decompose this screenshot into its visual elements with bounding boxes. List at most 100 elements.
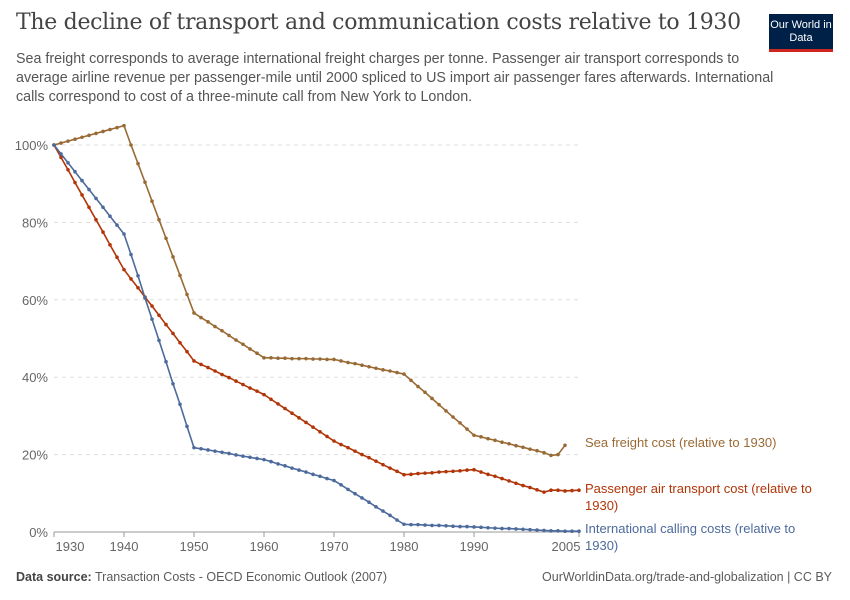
data-point: [388, 369, 392, 373]
data-point: [388, 466, 392, 470]
data-point: [52, 143, 56, 147]
data-point: [521, 527, 525, 532]
data-point: [122, 123, 126, 128]
data-point: [234, 379, 238, 383]
data-point: [479, 434, 483, 439]
data-point: [115, 125, 119, 130]
data-point: [129, 143, 133, 147]
data-point: [115, 223, 119, 227]
data-point: [304, 420, 308, 425]
chart-subtitle: Sea freight corresponds to average inter…: [16, 51, 774, 105]
data-point: [143, 296, 147, 300]
data-point: [437, 470, 441, 474]
data-point: [171, 331, 175, 336]
x-tick-label: 1960: [250, 539, 279, 554]
data-point: [325, 476, 329, 481]
data-point: [87, 133, 91, 138]
data-point: [507, 526, 511, 531]
data-point: [374, 459, 378, 463]
data-point: [367, 364, 371, 369]
source-url[interactable]: OurWorldinData.org/trade-and-globalizati…: [542, 570, 832, 584]
y-tick-label: 60%: [22, 293, 48, 308]
data-point: [227, 451, 231, 456]
data-point: [304, 356, 308, 361]
data-point: [416, 384, 420, 389]
data-point: [276, 402, 280, 406]
data-point: [514, 527, 518, 531]
data-point: [262, 457, 266, 462]
data-point: [185, 424, 189, 429]
data-point: [549, 453, 553, 458]
data-point: [458, 421, 462, 425]
x-tick-label: 1990: [460, 539, 489, 554]
data-point: [458, 524, 462, 529]
data-point: [332, 357, 336, 362]
data-point: [255, 389, 259, 393]
owid-logo[interactable]: Our World in Data: [769, 14, 833, 52]
data-point: [199, 446, 203, 451]
data-point: [178, 402, 182, 407]
data-point: [220, 372, 224, 377]
data-point: [325, 357, 329, 362]
data-point: [409, 522, 413, 527]
data-point: [402, 472, 406, 477]
data-point: [66, 139, 70, 143]
data-point: [157, 217, 161, 222]
data-point: [206, 448, 210, 452]
data-point: [535, 528, 539, 532]
data-point: [465, 524, 469, 529]
y-tick-label: 20%: [22, 448, 48, 463]
data-point: [199, 362, 203, 367]
y-tick-label: 100%: [15, 138, 49, 153]
data-point: [486, 525, 490, 530]
data-point: [248, 455, 252, 460]
data-point: [444, 524, 448, 528]
data-point: [493, 474, 497, 479]
data-point: [423, 523, 427, 527]
data-point: [346, 445, 350, 450]
data-point: [409, 472, 413, 477]
data-point: [199, 315, 203, 320]
data-point: [213, 369, 217, 373]
data-source-label: Data source:: [16, 570, 92, 584]
data-point: [101, 129, 105, 134]
data-point: [416, 471, 420, 476]
data-point: [248, 386, 252, 390]
data-point: [458, 469, 462, 473]
data-point: [227, 375, 231, 380]
chart-title: The decline of transport and communicati…: [16, 10, 741, 35]
data-point: [423, 390, 427, 395]
data-point: [318, 474, 322, 479]
data-point: [486, 472, 490, 477]
data-point: [241, 342, 245, 347]
data-point: [171, 381, 175, 386]
data-point: [122, 267, 126, 272]
data-point: [353, 491, 357, 496]
data-point: [290, 411, 294, 415]
data-point: [73, 180, 77, 185]
data-point: [213, 449, 217, 453]
y-tick-label: 0%: [29, 525, 48, 540]
data-point: [157, 338, 161, 343]
data-point: [283, 406, 287, 411]
data-point: [395, 370, 399, 375]
data-point: [311, 472, 315, 477]
data-point: [220, 328, 224, 333]
data-point: [549, 488, 553, 493]
data-point: [472, 467, 476, 472]
data-point: [269, 459, 273, 464]
data-point: [325, 434, 329, 439]
data-point: [115, 255, 119, 260]
data-source-text[interactable]: Transaction Costs - OECD Economic Outloo…: [94, 570, 387, 584]
data-point: [108, 127, 112, 132]
data-point: [73, 137, 77, 141]
data-point: [395, 469, 399, 474]
data-point: [136, 286, 140, 290]
data-point: [122, 232, 126, 236]
data-point: [185, 349, 189, 354]
data-point: [220, 450, 224, 455]
data-point: [521, 483, 525, 488]
data-point: [430, 523, 434, 528]
data-point: [150, 304, 154, 308]
data-point: [129, 277, 133, 281]
